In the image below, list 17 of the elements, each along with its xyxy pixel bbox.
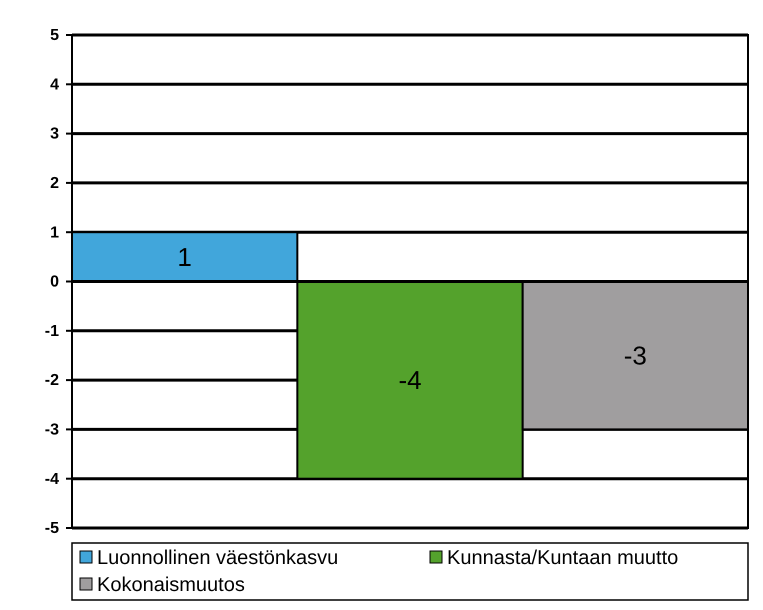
data-label: 1 [177,242,192,272]
y-tick-label: 2 [50,175,60,192]
data-label: -4 [398,365,422,396]
legend-label: Luonnollinen väestönkasvu [97,547,338,569]
y-tick-label: 4 [50,76,60,94]
y-tick-label: -5 [44,520,60,538]
y-tick-label: -2 [44,372,60,390]
y-tick-label: 5 [50,27,60,44]
y-tick-label: -1 [44,322,60,340]
legend-label: Kokonaismuutos [97,574,245,596]
data-label: -3 [624,340,647,371]
y-tick-label: 1 [50,224,60,242]
y-tick-label: 0 [50,274,60,291]
y-tick-label: -3 [44,422,60,439]
legend-label: Kunnasta/Kuntaan muutto [447,547,678,569]
y-tick-label: -4 [44,470,60,488]
y-tick-label: 3 [50,126,60,143]
